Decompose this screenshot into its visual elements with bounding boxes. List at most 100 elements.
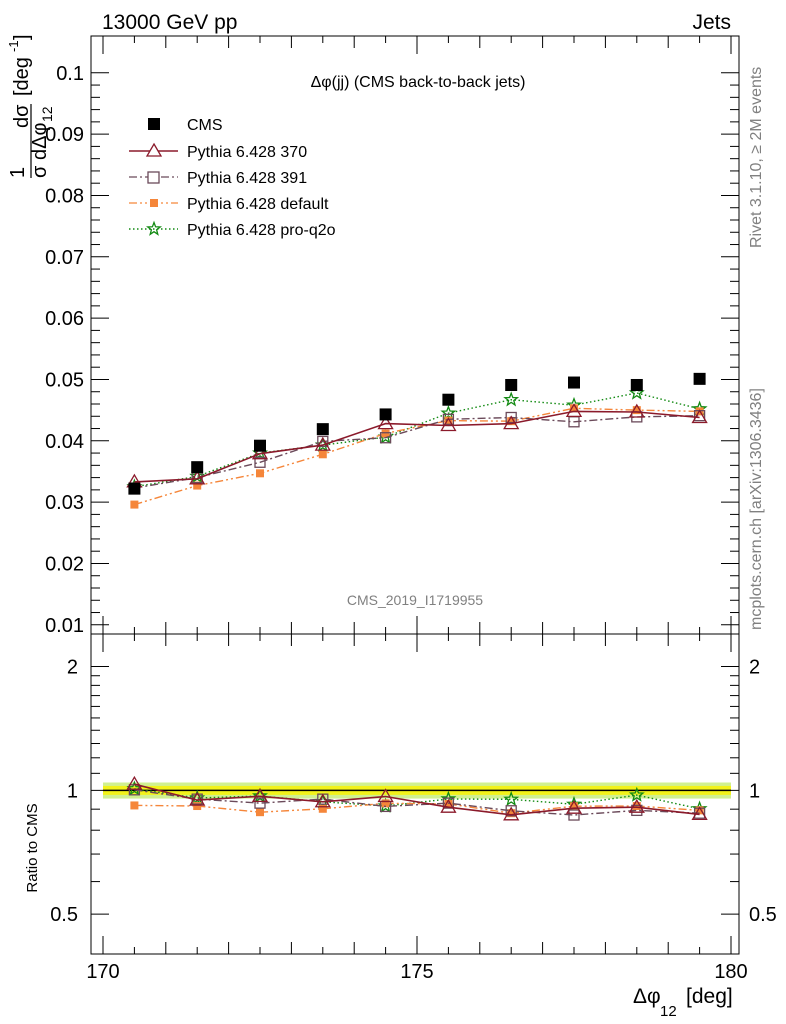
point-p370 — [565, 403, 583, 418]
ratio-point-p370 — [628, 798, 645, 813]
legend-entry-p370: Pythia 6.428 370 — [129, 142, 307, 161]
energy-label: 13000 GeV pp — [102, 11, 237, 34]
ratio-point-p370 — [440, 798, 457, 813]
series-line-p370 — [134, 410, 700, 483]
main-y-tick-label: 0.01 — [45, 615, 84, 637]
ratio-series-layer — [126, 775, 708, 821]
ratio-line-pq2o — [134, 788, 700, 810]
legend-title: Δφ(jj) (CMS back-to-back jets) — [311, 74, 526, 91]
series-cms — [128, 372, 706, 495]
ratio-reference-band — [103, 782, 731, 799]
ratio-point-pdefault — [256, 808, 264, 817]
point-p370 — [440, 417, 457, 432]
series-p370 — [126, 403, 708, 488]
ratio-y-tick-label-right: 2 — [749, 657, 760, 679]
ratio-point-p391 — [505, 805, 517, 817]
series-pdefault — [130, 404, 704, 509]
ratio-point-pq2o — [503, 790, 520, 807]
point-p370 — [377, 415, 394, 430]
rivet-label: Rivet 3.1.10, ≥ 2M events — [748, 67, 765, 248]
ratio-y-axis-label: Ratio to CMS — [24, 803, 41, 892]
legend-label-pdefault: Pythia 6.428 default — [187, 196, 329, 213]
point-cms — [379, 408, 392, 421]
ratio-point-pdefault — [632, 802, 641, 811]
point-p391 — [442, 413, 455, 425]
svg-text:[deg: [deg — [11, 57, 33, 96]
ratio-point-p370 — [377, 788, 394, 803]
legend-entry-pdefault: Pythia 6.428 default — [129, 196, 329, 213]
point-pdefault — [381, 429, 390, 438]
svg-text:dΔφ: dΔφ — [29, 123, 51, 160]
point-pq2o — [440, 404, 457, 421]
point-pdefault — [193, 481, 202, 490]
ratio-point-pq2o — [628, 786, 645, 802]
point-pdefault — [318, 450, 327, 459]
ratio-point-p370 — [126, 775, 143, 790]
main-y-tick-label: 0.07 — [45, 247, 84, 269]
legend: CMS Pythia 6.428 370 Pythia 6.428 391 Py… — [129, 117, 336, 239]
svg-text:12: 12 — [39, 106, 55, 122]
point-p391 — [505, 411, 517, 424]
main-y-tick-label: 0.04 — [45, 431, 84, 453]
ratio-point-p370 — [314, 793, 331, 808]
point-p370 — [503, 415, 520, 430]
svg-text:σ: σ — [29, 165, 51, 178]
svg-text:12: 12 — [660, 1003, 677, 1020]
ratio-point-pdefault — [444, 799, 453, 808]
series-line-p391 — [134, 415, 700, 489]
main-y-tick-label: 0.02 — [45, 553, 84, 575]
svg-text:]: ] — [11, 34, 33, 40]
ratio-point-pdefault — [695, 806, 704, 815]
mcplots-label: mcplots.cern.ch [arXiv:1306.3436] — [748, 388, 765, 630]
x-tick-label: 170 — [86, 961, 119, 983]
ratio-y-tick-label-right: 1 — [749, 780, 760, 802]
legend-entry-cms: CMS — [148, 117, 223, 134]
point-p391 — [254, 456, 266, 468]
series-line-pq2o — [134, 392, 700, 488]
svg-text:dσ: dσ — [11, 104, 33, 128]
main-y-tick-label: 0.05 — [45, 369, 84, 391]
ratio-y-tick-label: 0.5 — [50, 904, 78, 926]
ratio-point-pdefault — [318, 804, 327, 813]
ratio-y-axis: 0.5 0.5 1 1 2 2 — [50, 657, 777, 927]
process-label: Jets — [692, 11, 731, 34]
ratio-point-pdefault — [381, 799, 390, 808]
ratio-series-pdefault — [130, 799, 704, 818]
point-p391 — [317, 435, 329, 448]
legend-entry-p391: Pythia 6.428 391 — [129, 170, 307, 187]
legend-label-p391: Pythia 6.428 391 — [187, 170, 307, 187]
ratio-point-p370 — [251, 788, 269, 802]
ratio-point-p370 — [691, 806, 708, 821]
ratio-point-pdefault — [130, 801, 139, 810]
svg-text:1: 1 — [7, 167, 29, 178]
point-pdefault — [507, 417, 516, 426]
point-p370 — [251, 445, 269, 460]
point-pdefault — [130, 500, 139, 509]
x-axis-label: Δφ 12 [deg] — [633, 985, 733, 1020]
svg-text:Δφ: Δφ — [633, 985, 661, 1008]
legend-label-pq2o: Pythia 6.428 pro-q2o — [187, 222, 336, 239]
svg-text:-1: -1 — [6, 40, 21, 52]
point-cms — [693, 372, 706, 385]
ratio-series-p370 — [126, 775, 708, 821]
main-y-axis-label: 1 dσ σ dΔφ 12 [deg -1 ] — [6, 34, 55, 178]
x-tick-label: 175 — [400, 961, 433, 983]
point-p370 — [628, 403, 645, 418]
ratio-y-tick-label: 2 — [67, 657, 78, 679]
series-p391 — [128, 410, 706, 494]
ratio-point-pdefault — [193, 802, 202, 811]
point-cms — [191, 461, 204, 474]
point-p370 — [691, 409, 708, 424]
point-pq2o — [503, 391, 520, 407]
main-y-tick-label: 0.08 — [45, 185, 84, 207]
ratio-point-p391 — [568, 809, 580, 821]
point-pdefault — [444, 416, 453, 425]
ratio-point-p370 — [189, 791, 206, 806]
legend-label-cms: CMS — [187, 117, 223, 134]
ratio-y-tick-label: 1 — [67, 780, 78, 802]
main-y-tick-label: 0.09 — [45, 124, 84, 146]
point-pdefault — [256, 469, 264, 478]
series-line-pdefault — [134, 407, 700, 506]
ratio-point-p391 — [442, 797, 455, 809]
ratio-panel-frame — [90, 633, 740, 955]
